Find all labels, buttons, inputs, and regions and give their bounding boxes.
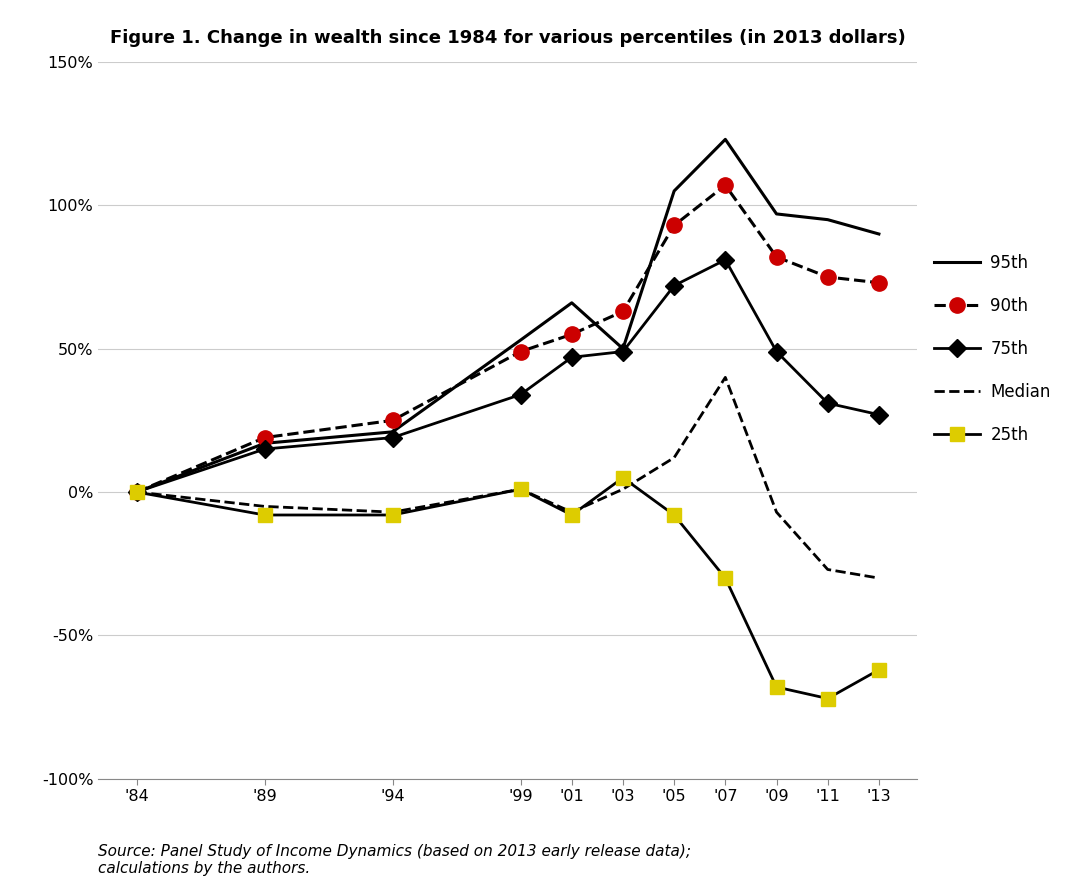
- 25th: [873, 665, 886, 675]
- Line: Median: Median: [136, 377, 879, 578]
- 90th: [821, 272, 834, 282]
- 90th: [387, 415, 400, 426]
- 95th: [770, 209, 783, 219]
- Median: [387, 507, 400, 518]
- 90th: [719, 180, 732, 190]
- 90th: [130, 487, 143, 497]
- Median: [514, 484, 527, 495]
- Line: 25th: 25th: [130, 471, 886, 705]
- 95th: [514, 335, 527, 345]
- Median: [770, 507, 783, 518]
- 25th: [387, 510, 400, 520]
- 95th: [873, 228, 886, 239]
- 95th: [566, 297, 579, 308]
- Median: [258, 501, 271, 512]
- Title: Figure 1. Change in wealth since 1984 for various percentiles (in 2013 dollars): Figure 1. Change in wealth since 1984 fo…: [110, 28, 905, 47]
- 75th: [667, 281, 680, 291]
- 95th: [667, 186, 680, 196]
- 75th: [719, 255, 732, 266]
- 25th: [821, 693, 834, 704]
- 25th: [130, 487, 143, 497]
- Median: [616, 484, 629, 495]
- 75th: [258, 443, 271, 454]
- Median: [130, 487, 143, 497]
- 90th: [514, 346, 527, 357]
- Text: Source: Panel Study of Income Dynamics (based on 2013 early release data);
calcu: Source: Panel Study of Income Dynamics (…: [98, 843, 691, 876]
- 75th: [616, 346, 629, 357]
- 25th: [514, 484, 527, 495]
- 95th: [130, 487, 143, 497]
- 25th: [258, 510, 271, 520]
- 95th: [387, 427, 400, 437]
- 75th: [130, 487, 143, 497]
- Median: [667, 452, 680, 463]
- 90th: [566, 329, 579, 340]
- 95th: [821, 214, 834, 225]
- Legend: 95th, 90th, 75th, Median, 25th: 95th, 90th, 75th, Median, 25th: [934, 254, 1051, 443]
- Median: [719, 372, 732, 382]
- Median: [821, 564, 834, 574]
- 90th: [873, 277, 886, 288]
- Median: [566, 507, 579, 518]
- 25th: [667, 510, 680, 520]
- 90th: [667, 220, 680, 231]
- 75th: [821, 398, 834, 409]
- 90th: [770, 251, 783, 262]
- 95th: [616, 343, 629, 354]
- 75th: [566, 352, 579, 363]
- 95th: [719, 134, 732, 144]
- 75th: [770, 346, 783, 357]
- 75th: [387, 432, 400, 442]
- 25th: [566, 510, 579, 520]
- 75th: [873, 410, 886, 420]
- 25th: [719, 573, 732, 583]
- 90th: [258, 432, 271, 442]
- 90th: [616, 306, 629, 317]
- Median: [873, 573, 886, 583]
- Line: 75th: 75th: [130, 253, 886, 498]
- 25th: [616, 473, 629, 483]
- Line: 95th: 95th: [136, 139, 879, 492]
- 25th: [770, 681, 783, 692]
- 95th: [258, 438, 271, 449]
- Line: 90th: 90th: [129, 178, 887, 500]
- 75th: [514, 389, 527, 400]
